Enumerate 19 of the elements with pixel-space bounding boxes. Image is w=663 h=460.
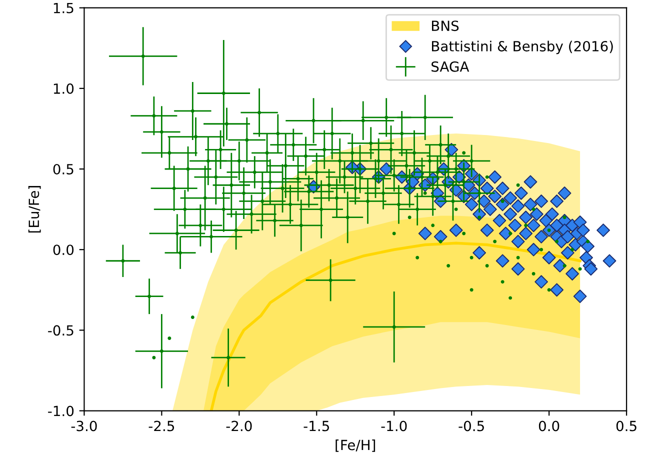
- y-axis-title: [Eu/Fe]: [28, 186, 41, 233]
- y-tick-label: -1.0: [48, 406, 74, 416]
- x-tick-label: 0.0: [538, 420, 560, 432]
- x-tick-label: -1.0: [381, 420, 407, 432]
- y-tick-label: 0.5: [53, 164, 74, 174]
- x-tick-label: -2.0: [226, 420, 252, 432]
- legend-label: BNS: [432, 20, 459, 32]
- x-tick-label: 0.5: [616, 420, 636, 432]
- x-tick-label: -1.5: [304, 420, 329, 432]
- y-tick-label: 0.0: [53, 244, 74, 256]
- y-tick-label: -0.5: [48, 325, 74, 336]
- legend-label: SAGA: [432, 61, 470, 72]
- y-tick-label: 1.5: [54, 2, 74, 14]
- legend-label: Battistini & Bensby (2016): [432, 40, 613, 54]
- x-tick-label: -2.5: [148, 420, 174, 432]
- x-tick-label: -3.0: [71, 420, 97, 432]
- y-tick-label: 1.0: [54, 83, 74, 94]
- x-tick-label: -0.5: [458, 420, 484, 432]
- x-axis-title: [Fe/H]: [336, 440, 376, 452]
